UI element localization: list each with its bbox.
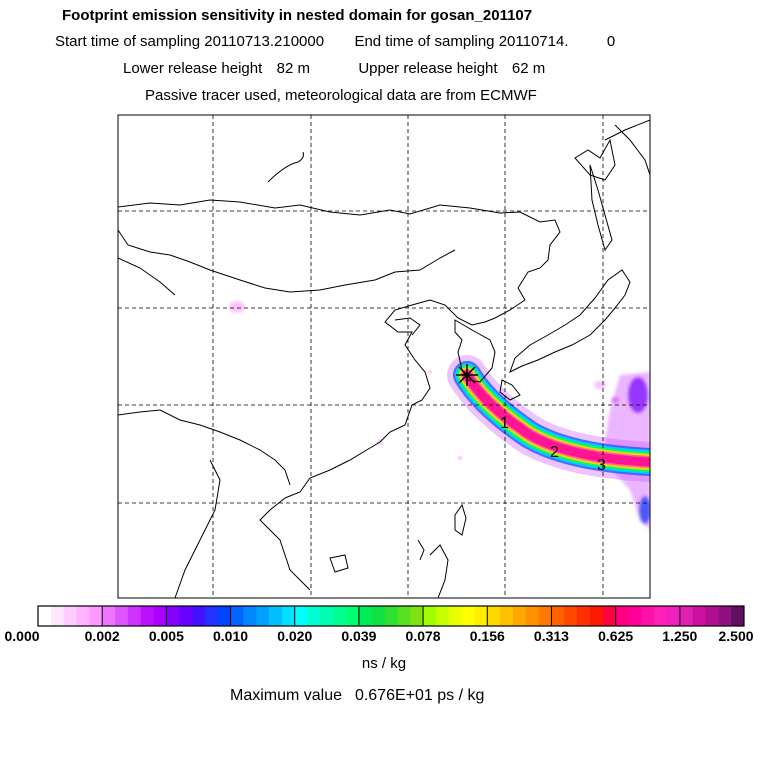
colorbar-tick-label: 0.010 [213,628,249,644]
colorbar-swatch [76,606,90,626]
colorbar-tick-label: 2.500 [718,628,754,644]
colorbar-swatch [320,606,334,626]
start-label: Start time of sampling [55,33,201,50]
upper-label: Upper release height [358,60,498,77]
colorbar-tick-label: 1.250 [662,628,698,644]
time-label-1: 1 [500,415,509,432]
map-frame [117,114,651,599]
colorbar-swatch [628,606,642,626]
colorbar-swatch [705,606,719,626]
start-value: 20110713.210000 [204,33,325,50]
colorbar-swatch [294,606,309,626]
colorbar-swatch [166,606,180,626]
time-label-3: 3 [597,457,606,474]
colorbar-swatch [102,606,116,626]
colorbar-swatch [731,606,745,626]
lower-label: Lower release height [123,60,263,77]
colorbar-tick-label: 0.078 [405,628,441,644]
sensitivity-patch-west [229,301,245,313]
colorbar-swatch [461,606,475,626]
colorbar-swatch [551,606,565,626]
end-tail: 0 [606,33,616,50]
plume [447,355,650,482]
colorbar-swatch [153,606,167,626]
colorbar-swatch [269,606,283,626]
colorbar-swatch [474,606,488,626]
colorbar-swatch [140,606,155,626]
colorbar-swatch [487,606,501,626]
colorbar-swatch [500,606,514,626]
colorbar-swatch [397,606,411,626]
colorbar-swatch [230,606,244,626]
colorbar-swatch [346,606,360,626]
colorbar-tick-label: 0.005 [148,628,184,644]
colorbar-swatch [564,606,578,626]
colorbar-tick-label: 0.313 [533,628,569,644]
colorbar-swatch [435,606,450,626]
colorbar-swatch [448,606,463,626]
colorbar-swatch [281,606,296,626]
colorbar-swatch [654,606,668,626]
colorbar-tick-label: 0.156 [469,628,505,644]
colorbar-swatch [410,606,424,626]
plot-title: Footprint emission sensitivity in nested… [62,7,533,24]
max-label: Maximum value [230,687,343,704]
colorbar-swatch [89,606,103,626]
colorbar-swatch [384,606,398,626]
colorbar-swatch [38,606,52,626]
colorbar-swatch [333,606,347,626]
colorbar-tick-label: 0.000 [4,628,40,644]
colorbar-swatch [538,606,552,626]
colorbar-swatch [525,606,540,626]
colorbar-swatch [63,606,78,626]
colorbar-swatch [50,606,65,626]
colorbar-swatch [371,606,386,626]
colorbar-swatch [692,606,706,626]
colorbar-swatch [718,606,732,626]
colorbar-tick-label: 0.039 [341,628,377,644]
colorbar-swatch [127,606,142,626]
colorbar-swatch [217,606,232,626]
max-value: 0.676E+01 ps / kg [354,687,485,704]
colorbar [37,605,745,627]
colorbar-swatch [256,606,270,626]
colorbar-swatch [307,606,321,626]
colorbar-swatch [192,606,206,626]
colorbar-tick-label: 0.625 [598,628,634,644]
colorbar-swatch [641,606,655,626]
graticule [118,115,650,598]
colorbar-swatch [179,606,193,626]
colorbar-swatch [358,606,373,626]
colorbar-tick-label: 0.020 [277,628,313,644]
upper-value: 62 m [511,60,546,77]
colorbar-swatch [243,606,257,626]
colorbar-swatch [577,606,591,626]
end-value: 20110714. [498,33,569,50]
release-heights: Lower release height 82 m Upper release … [123,60,545,77]
lower-value: 82 m [276,60,310,77]
time-label-2: 2 [550,444,559,461]
colorbar-tick-label: 0.002 [84,628,120,644]
colorbar-swatch [204,606,219,626]
colorbar-unit: ns / kg [361,655,407,672]
colorbar-swatch [423,606,437,626]
colorbar-frame [37,605,745,627]
colorbar-swatch [512,606,527,626]
star-icon [456,364,478,386]
model-note: Passive tracer used, meteorological data… [145,87,537,104]
colorbar-swatch [115,606,129,626]
colorbar-swatch [679,606,694,626]
maximum-value: Maximum value 0.676E+01 ps / kg [230,687,484,705]
end-label: End time of sampling [354,33,495,50]
colorbar-swatch [602,606,617,626]
colorbar-swatch [589,606,604,626]
coastlines [118,119,650,598]
colorbar-swatch [615,606,629,626]
sampling-times: Start time of sampling 20110713.210000 E… [55,33,615,50]
colorbar-swatch [666,606,681,626]
